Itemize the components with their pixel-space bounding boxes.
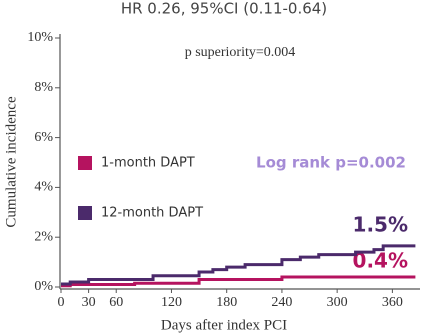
legend-label: 1-month DAPT	[101, 156, 195, 171]
x-tick-label: 0	[58, 295, 65, 310]
y-tick-label: 8%	[34, 80, 53, 95]
y-tick-label: 0%	[34, 279, 53, 294]
x-tick-label: 120	[161, 295, 182, 310]
x-tick-label: 240	[271, 295, 292, 310]
step-line	[61, 275, 416, 288]
y-tick-label: 2%	[34, 229, 53, 244]
end-label: 1.5%	[353, 213, 408, 237]
legend-label: 12-month DAPT	[101, 206, 203, 221]
chart-title: HR 0.26, 95%CI (0.11-0.64)	[121, 0, 327, 18]
y-tick-label: 10%	[27, 30, 53, 45]
step-line	[61, 244, 416, 286]
x-tick-label: 60	[109, 295, 123, 310]
y-axis-label: Cumulative incidence	[3, 96, 19, 228]
annotation: Log rank p=0.002	[256, 154, 406, 172]
annotation: p superiority=0.004	[185, 45, 296, 60]
x-axis-label: Days after index PCI	[161, 317, 287, 333]
legend-swatch	[78, 156, 92, 170]
x-tick-label: 360	[382, 295, 403, 310]
x-tick-label: 30	[82, 295, 96, 310]
x-tick-label: 180	[216, 295, 237, 310]
y-tick-label: 4%	[34, 180, 53, 195]
x-tick-label: 300	[327, 295, 348, 310]
legend-swatch	[78, 206, 92, 220]
y-tick-label: 6%	[34, 130, 53, 145]
